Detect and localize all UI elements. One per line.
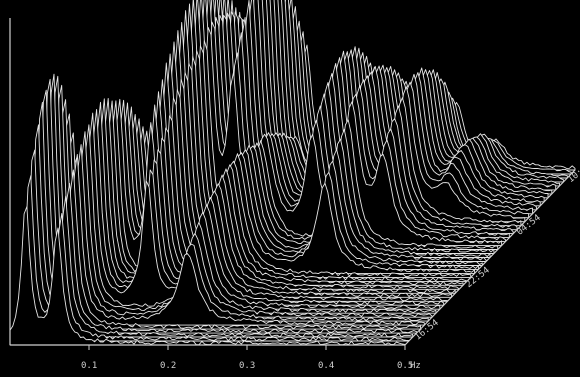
spectrum-trace: [44, 84, 441, 310]
frequency-tick-label: 0.5: [397, 361, 413, 371]
time-axis: [404, 169, 576, 346]
frequency-tick-label: 0.1: [81, 361, 97, 371]
frequency-tick-label: 0.2: [160, 361, 176, 371]
frequency-ticks: 0.1 0.2 0.3 0.4 0.5: [81, 345, 413, 371]
frequency-tick-label: 0.3: [239, 361, 255, 371]
trace-group: [9, 0, 576, 346]
frequency-unit-label: Hz: [410, 361, 421, 371]
frequency-tick-label: 0.4: [318, 361, 334, 371]
